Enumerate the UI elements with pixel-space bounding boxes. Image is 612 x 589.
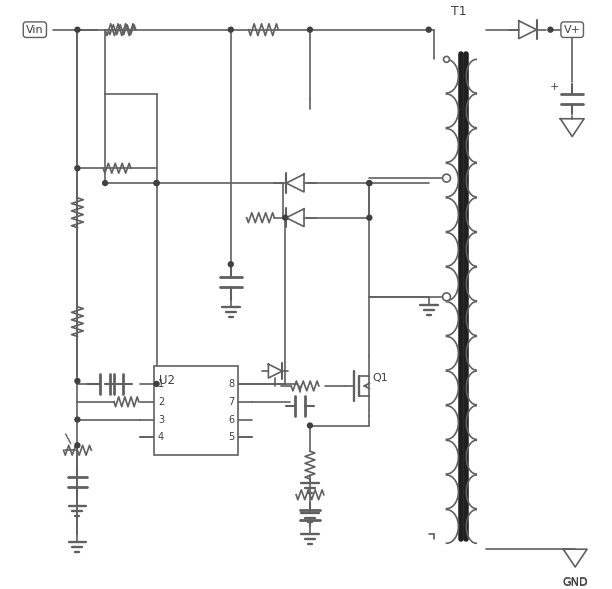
Bar bbox=[154, 366, 238, 455]
Text: GND: GND bbox=[562, 577, 588, 587]
Circle shape bbox=[442, 174, 450, 182]
Text: 8: 8 bbox=[228, 379, 234, 389]
Circle shape bbox=[228, 262, 233, 267]
Text: 3: 3 bbox=[158, 415, 164, 425]
Text: 5: 5 bbox=[228, 432, 234, 442]
Text: 6: 6 bbox=[228, 415, 234, 425]
Circle shape bbox=[307, 423, 313, 428]
Circle shape bbox=[367, 215, 372, 220]
Circle shape bbox=[75, 417, 80, 422]
Circle shape bbox=[442, 293, 450, 301]
Circle shape bbox=[75, 166, 80, 171]
Circle shape bbox=[367, 181, 372, 186]
Circle shape bbox=[154, 181, 159, 186]
Text: 2: 2 bbox=[158, 397, 164, 407]
Circle shape bbox=[283, 215, 288, 220]
Text: 7: 7 bbox=[228, 397, 234, 407]
Circle shape bbox=[75, 379, 80, 383]
Text: Q1: Q1 bbox=[372, 373, 388, 383]
Circle shape bbox=[75, 443, 80, 448]
Circle shape bbox=[154, 181, 159, 186]
Circle shape bbox=[228, 27, 233, 32]
Circle shape bbox=[426, 27, 431, 32]
Circle shape bbox=[103, 181, 108, 186]
Circle shape bbox=[154, 382, 159, 386]
Circle shape bbox=[367, 181, 372, 186]
Text: U2: U2 bbox=[159, 374, 175, 387]
Text: Vin: Vin bbox=[26, 25, 43, 35]
Text: T1: T1 bbox=[450, 5, 466, 18]
Text: +: + bbox=[550, 82, 559, 92]
Text: 4: 4 bbox=[158, 432, 164, 442]
Text: GND: GND bbox=[562, 578, 588, 588]
Circle shape bbox=[548, 27, 553, 32]
Circle shape bbox=[75, 27, 80, 32]
Text: 1: 1 bbox=[158, 379, 164, 389]
Circle shape bbox=[444, 57, 449, 62]
Text: /: / bbox=[62, 432, 76, 445]
Circle shape bbox=[307, 27, 313, 32]
Text: V+: V+ bbox=[564, 25, 581, 35]
